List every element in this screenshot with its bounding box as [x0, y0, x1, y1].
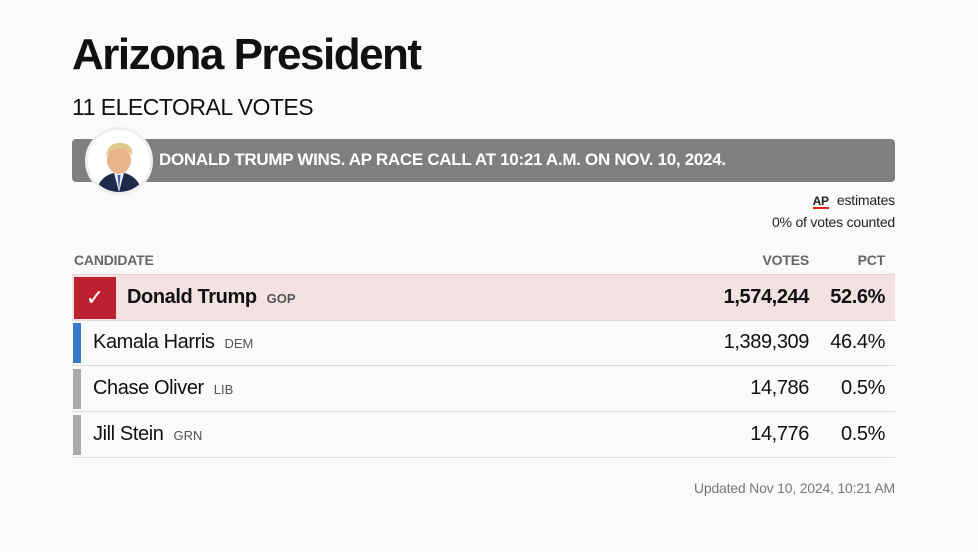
party-color-bar [73, 323, 81, 363]
party-color-bar [73, 369, 81, 409]
column-header-candidate: CANDIDATE [74, 252, 154, 268]
candidate-name: Jill Stein GRN [93, 423, 203, 445]
vote-pct: 52.6% [830, 286, 885, 308]
vote-count: 1,574,244 [723, 286, 810, 308]
vote-pct: 0.5% [841, 377, 885, 399]
estimates-label: AP estimates [812, 192, 895, 209]
party-color-bar [73, 415, 81, 455]
table-row: Chase Oliver LIB 14,786 0.5% [72, 366, 895, 412]
vote-count: 1,389,309 [723, 331, 810, 353]
race-call-text: DONALD TRUMP WINS. AP RACE CALL AT 10:21… [159, 150, 726, 169]
table-row: ✓ Donald Trump GOP 1,574,244 52.6% [72, 274, 895, 321]
party-label: GOP [266, 291, 296, 306]
candidate-name: Donald Trump GOP [127, 286, 296, 308]
table-row: Jill Stein GRN 14,776 0.5% [72, 412, 895, 458]
vote-count: 14,776 [750, 423, 809, 445]
candidate-name: Kamala Harris DEM [93, 331, 254, 353]
table-row: Kamala Harris DEM 1,389,309 46.4% [72, 320, 895, 366]
party-label: DEM [224, 336, 254, 351]
party-label: LIB [213, 382, 234, 397]
vote-pct: 46.4% [830, 331, 885, 353]
candidate-name: Chase Oliver LIB [93, 377, 234, 399]
ap-logo: AP [812, 194, 829, 209]
vote-count: 14,786 [750, 377, 809, 399]
vote-pct: 0.5% [841, 423, 885, 445]
check-icon: ✓ [74, 277, 116, 319]
race-call-banner [72, 139, 895, 182]
votes-counted: 0% of votes counted [771, 214, 895, 230]
column-header-votes: VOTES [762, 252, 810, 268]
party-label: GRN [173, 428, 203, 443]
column-header-pct: PCT [857, 252, 886, 268]
estimates-text: estimates [836, 192, 895, 208]
page-title: Arizona President [72, 30, 422, 79]
avatar [85, 127, 153, 195]
updated-timestamp: Updated Nov 10, 2024, 10:21 AM [693, 480, 895, 496]
electoral-votes: 11 ELECTORAL VOTES [72, 94, 314, 120]
